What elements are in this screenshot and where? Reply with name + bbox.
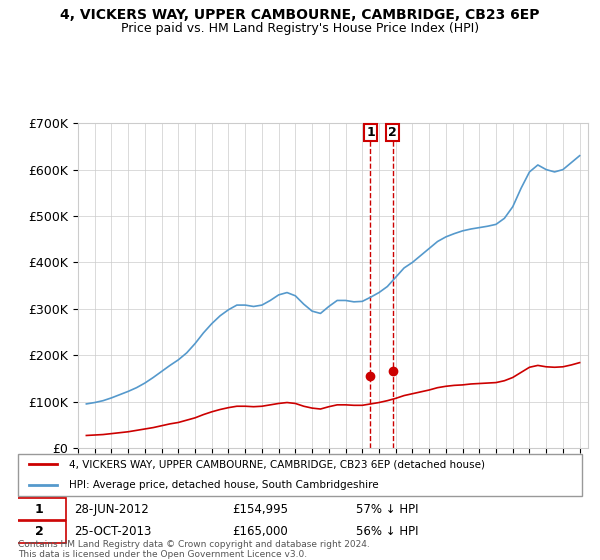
Text: 2: 2 — [388, 126, 397, 139]
Text: 25-OCT-2013: 25-OCT-2013 — [74, 525, 152, 539]
FancyBboxPatch shape — [18, 454, 582, 496]
Text: £165,000: £165,000 — [232, 525, 288, 539]
FancyBboxPatch shape — [13, 521, 66, 543]
Text: 4, VICKERS WAY, UPPER CAMBOURNE, CAMBRIDGE, CB23 6EP (detached house): 4, VICKERS WAY, UPPER CAMBOURNE, CAMBRID… — [69, 459, 485, 469]
Text: 56% ↓ HPI: 56% ↓ HPI — [356, 525, 419, 539]
Text: Contains HM Land Registry data © Crown copyright and database right 2024.
This d: Contains HM Land Registry data © Crown c… — [18, 540, 370, 559]
FancyBboxPatch shape — [13, 498, 66, 520]
Text: 28-JUN-2012: 28-JUN-2012 — [74, 503, 149, 516]
Text: 1: 1 — [366, 126, 375, 139]
Text: £154,995: £154,995 — [232, 503, 289, 516]
Text: 1: 1 — [35, 503, 44, 516]
Text: HPI: Average price, detached house, South Cambridgeshire: HPI: Average price, detached house, Sout… — [69, 480, 379, 490]
Text: 2: 2 — [35, 525, 44, 539]
Text: Price paid vs. HM Land Registry's House Price Index (HPI): Price paid vs. HM Land Registry's House … — [121, 22, 479, 35]
Text: 57% ↓ HPI: 57% ↓ HPI — [356, 503, 419, 516]
Text: 4, VICKERS WAY, UPPER CAMBOURNE, CAMBRIDGE, CB23 6EP: 4, VICKERS WAY, UPPER CAMBOURNE, CAMBRID… — [60, 8, 540, 22]
